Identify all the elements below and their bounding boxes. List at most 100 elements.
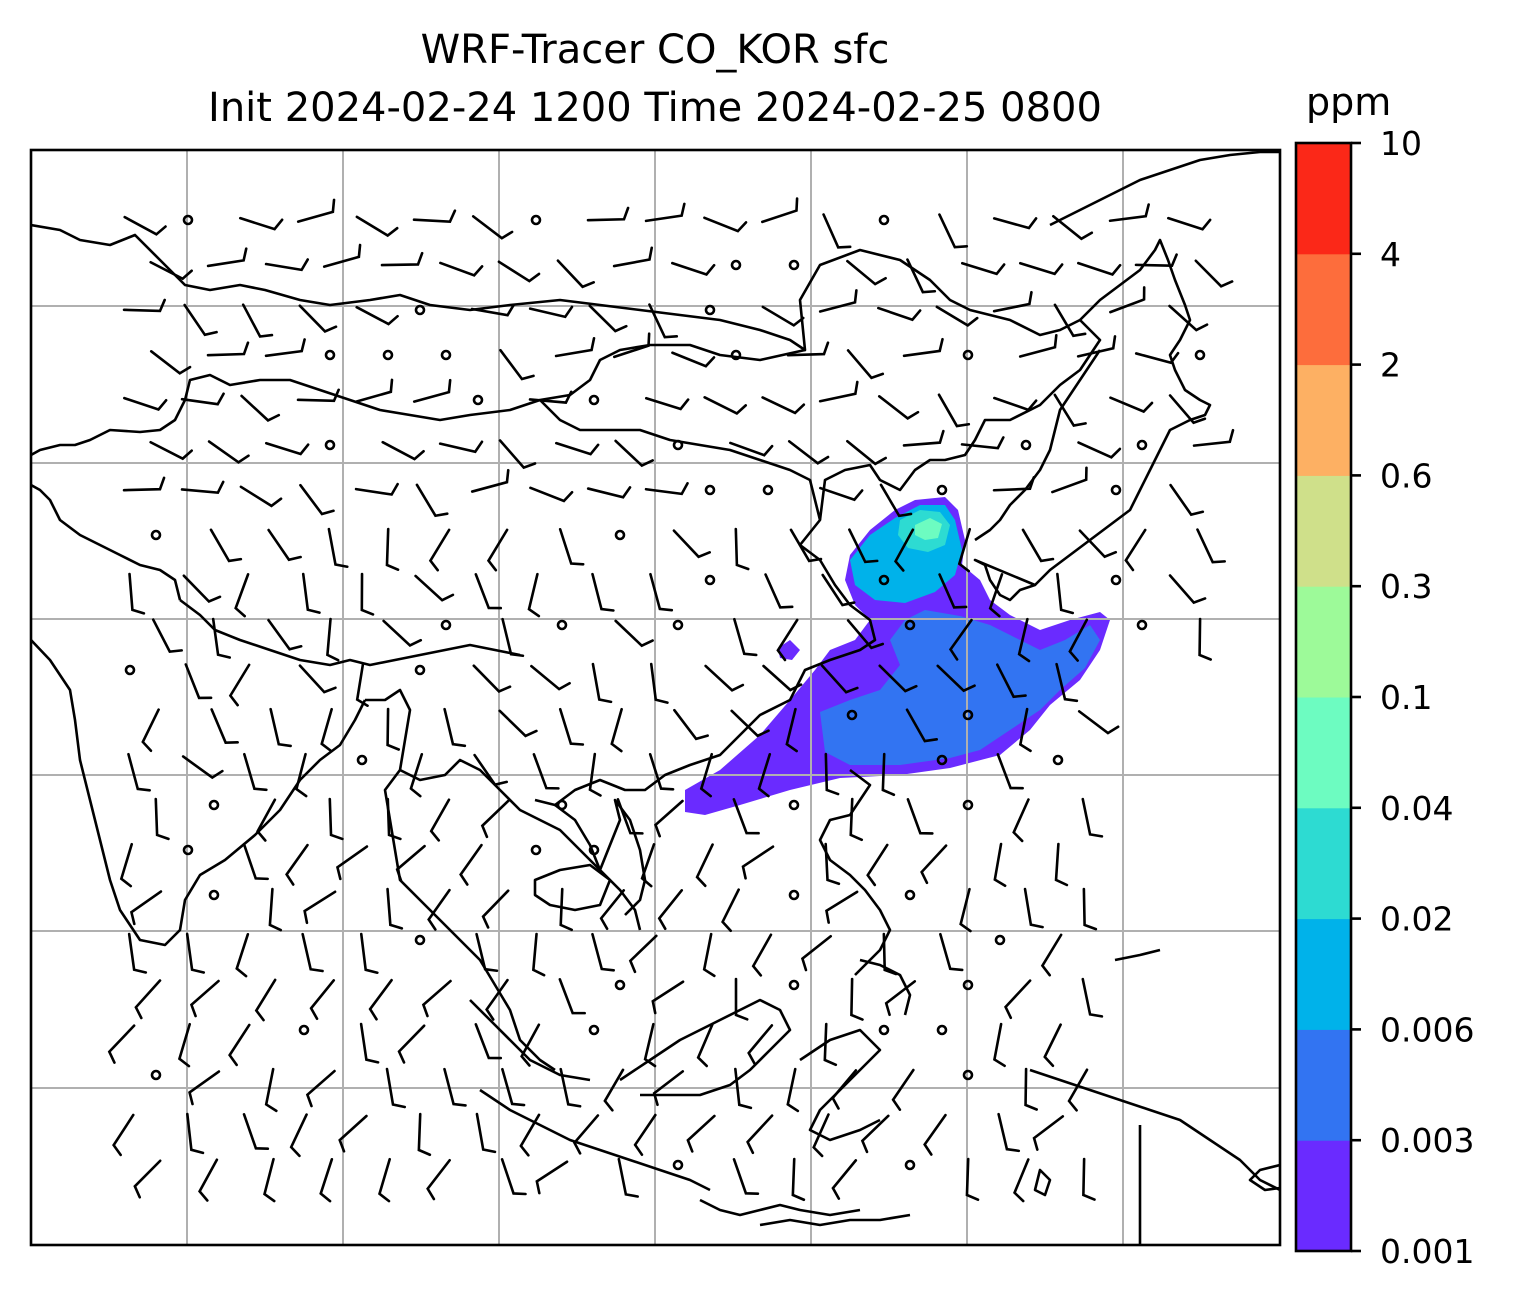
wind-barb [1168,574,1207,605]
wind-barb [761,396,806,415]
wind-barb [633,1113,657,1156]
wind-barb [787,440,830,465]
wind-barb [268,887,283,932]
wind-barb [730,709,770,738]
wind-barb [415,483,449,518]
wind-barb [732,798,760,835]
wind-barb [823,1022,838,1067]
wind-barb [923,1113,947,1156]
calm-wind-marker [904,619,916,631]
wind-barb [1109,396,1154,414]
wind-barb [789,528,823,563]
wind-barb [438,440,484,454]
wind-barb [993,842,1007,888]
calm-wind-marker [298,1024,310,1036]
wind-barb [703,396,748,415]
wind-barb [127,752,151,792]
wind-barb [421,979,452,1018]
calm-wind-marker [124,664,136,676]
calm-wind-marker [704,484,716,496]
wind-barb [289,1113,308,1158]
wind-barb [785,707,798,753]
wind-barb [381,440,425,461]
wind-barb [877,395,920,420]
wind-barb [822,213,852,249]
colorbar-segment [1296,1140,1351,1252]
wind-barb [209,528,243,563]
wind-barb [776,618,799,662]
wind-barb [382,619,423,647]
gridlines [31,150,1280,1245]
wind-barb [474,573,503,610]
wind-barb [1053,303,1087,338]
wind-barb [264,441,310,456]
wind-barb [1169,483,1205,517]
calm-wind-marker [150,529,162,541]
wind-barb [938,573,968,609]
wind-barb [906,258,937,294]
wind-barb [443,707,467,748]
calm-wind-marker [672,619,684,631]
wind-barb [397,1024,426,1064]
colorbar-tick-label: 0.3 [1380,567,1432,606]
wind-barb [119,842,134,888]
wind-barb [757,752,772,798]
wind-barb [761,197,799,224]
wind-barb [588,304,628,333]
calm-wind-marker [382,349,394,361]
wind-barb [610,707,623,753]
wind-barb [122,298,166,313]
calm-wind-marker [878,1024,890,1036]
wind-barb [905,708,938,743]
wind-barb [472,664,512,693]
wind-barb [1004,979,1032,1020]
wind-barb [535,1160,569,1195]
wind-barb [206,341,250,357]
wind-barb [354,378,394,403]
wind-barb [134,979,162,1020]
wind-barb [141,708,160,753]
wind-barb [149,350,192,375]
wind-barb [263,1157,276,1203]
wind-barb [133,1159,162,1199]
wind-barb [359,1022,380,1064]
wind-barb [992,290,1033,313]
wind-barb [761,305,805,327]
wind-barb [378,1157,391,1203]
calm-wind-marker [1110,484,1122,496]
wind-barb [185,932,206,974]
wind-barb [355,215,399,238]
wind-barb [849,797,864,842]
wind-barb [558,978,586,1015]
wind-barb [182,574,222,604]
wind-barb [644,482,689,496]
wind-barb [586,486,632,499]
wind-barb [1056,572,1075,615]
wind-barb [207,440,250,464]
wind-barb [309,979,336,1021]
wind-barb [764,573,794,609]
wind-barb [673,708,709,741]
calm-wind-marker [530,844,542,856]
wind-barb [228,1023,251,1067]
wind-barb [429,798,451,842]
wind-barb [459,843,483,886]
calm-wind-marker [704,304,716,316]
wind-barb [154,797,170,841]
calm-wind-marker [182,844,194,856]
wind-barb [1124,528,1147,572]
calm-wind-marker [878,214,890,226]
wind-barb [470,468,510,493]
wind-barb [149,260,193,281]
wind-barb [612,246,654,268]
wind-barb [305,1069,336,1108]
wind-barb [1081,977,1104,1018]
wind-barb [180,480,225,495]
calm-wind-marker [878,574,890,586]
calm-wind-marker [414,664,426,676]
wind-barb [501,1067,526,1107]
wind-barb [992,1022,1006,1068]
wind-barb [599,889,626,931]
wind-barb [211,617,232,659]
wind-barb [322,243,362,268]
